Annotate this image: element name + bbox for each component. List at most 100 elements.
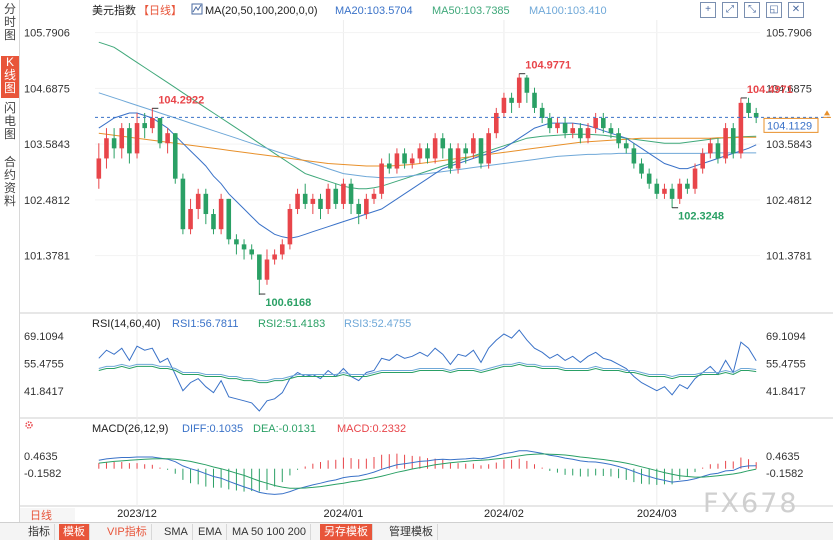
candle-down (203, 193, 209, 215)
zoom-out-icon[interactable]: ⤡ (744, 2, 760, 18)
side-tab-3[interactable]: 合约资料 (3, 155, 16, 208)
candle-up (692, 168, 698, 189)
candle-down (730, 128, 736, 154)
ma20-line (98, 112, 757, 239)
candle-down (623, 143, 629, 149)
indicator-settings-icon[interactable] (25, 421, 33, 429)
candle-up (295, 193, 300, 209)
candle-down (463, 148, 469, 154)
candle-down (157, 118, 163, 144)
side-tab-0[interactable]: 分时图 (3, 2, 16, 42)
bottom-btn-6[interactable]: 另存模板 (320, 524, 373, 540)
rsi-legend-1: RSI1:56.7811 (172, 318, 238, 330)
bottom-btn-2[interactable]: VIP指标 (103, 524, 152, 540)
side-tab-1[interactable]: K线图 (1, 56, 19, 98)
candle-up (364, 198, 369, 215)
candle-down (715, 143, 721, 159)
candle-up (409, 158, 415, 164)
candle-down (211, 214, 216, 230)
candle-up (501, 97, 507, 113)
macd-y-tick-left: -0.1582 (24, 468, 61, 480)
ma20-legend: MA20:103.5704 (335, 5, 413, 17)
candle-up (708, 143, 713, 154)
macd-legend-diff: DIFF:0.1035 (182, 423, 243, 435)
close-icon[interactable]: ✕ (788, 2, 804, 18)
cross-cursor-icon[interactable]: + (700, 2, 716, 18)
y-tick-left: 101.3781 (24, 251, 70, 263)
candle-up (264, 259, 270, 280)
candle-down (532, 92, 537, 108)
candle-up (555, 123, 560, 129)
candle-up (119, 128, 125, 149)
macd-y-tick-right: 0.4635 (766, 451, 800, 463)
fullscreen-icon[interactable]: ◱ (766, 2, 782, 18)
candle-down (226, 198, 232, 240)
candle-up (585, 128, 591, 139)
candle-down (333, 188, 339, 204)
candle-down (402, 153, 407, 164)
candle-down (539, 107, 545, 119)
period-box (20, 508, 75, 522)
zoom-in-icon[interactable]: ⤢ (722, 2, 738, 18)
bottom-btn-1[interactable]: 模板 (59, 524, 90, 540)
candle-up (494, 112, 499, 134)
ma50-line (98, 41, 757, 190)
candle-up (134, 123, 140, 154)
ma100-line (98, 92, 757, 179)
candle-down (601, 118, 606, 129)
candle-down (639, 163, 644, 174)
indicator-icon[interactable] (191, 3, 203, 15)
bottom-toolbar: 指标 模板 VIP指标 SMA EMA MA 50 100 200 另存模板 管理模板 (0, 522, 833, 540)
candle-up (188, 208, 193, 230)
side-tab-2[interactable]: 闪电图 (3, 101, 16, 141)
rsi-y-tick-right: 69.1094 (766, 331, 806, 343)
ma50-legend: MA50:103.7385 (432, 5, 510, 17)
bottom-btn-5[interactable]: MA 50 100 200 (228, 524, 312, 540)
candle-down (578, 128, 583, 139)
candle-up (471, 138, 476, 154)
candle-down (509, 97, 514, 103)
x-date-label: 2024/02 (484, 508, 524, 520)
candle-down (241, 244, 247, 250)
candle-up (325, 188, 331, 209)
macd-dea-line (98, 453, 757, 489)
candle-up (738, 102, 744, 154)
candle-up (104, 138, 109, 159)
y-tick-left: 102.4812 (24, 195, 70, 207)
current-price-label: 104.1129 (767, 120, 812, 132)
high-price-label: 104.9771 (525, 60, 571, 72)
candle-down (685, 183, 690, 189)
bottom-btn-3[interactable]: SMA (160, 524, 193, 540)
bottom-btn-0[interactable]: 指标 (24, 524, 55, 540)
candle-down (448, 148, 453, 169)
candle-up (486, 133, 491, 164)
bottom-btn-7[interactable]: 管理模板 (385, 524, 438, 540)
x-date-label: 2024/01 (324, 508, 364, 520)
candle-up (218, 198, 224, 230)
candle-down (616, 133, 621, 144)
candle-down (172, 133, 178, 179)
rsi-title: RSI(14,60,40) (92, 318, 160, 330)
candle-down (608, 128, 614, 134)
candle-down (356, 203, 361, 215)
candle-up (195, 193, 201, 209)
rsi1-line (98, 329, 757, 412)
candle-up (570, 128, 576, 134)
candle-up (677, 183, 683, 199)
y-tick-right: 102.4812 (766, 195, 812, 207)
current-price-box (763, 117, 819, 133)
chart-canvas[interactable]: 105.7906 105.7906 104.6875 104.6875 103.5843… (20, 0, 833, 522)
rsi3-line (98, 361, 757, 382)
macd-title: MACD(26,12,9) (92, 423, 168, 435)
y-tick-left: 105.7906 (24, 28, 70, 40)
candle-up (272, 254, 277, 260)
y-tick-left: 104.6875 (24, 83, 70, 95)
bottom-btn-4[interactable]: EMA (194, 524, 227, 540)
macd-y-tick-right: -0.1582 (766, 468, 803, 480)
candle-down (234, 239, 239, 245)
y-tick-right: 104.6875 (766, 83, 812, 95)
side-tab-bar: 分时图 K线图闪电图合约资料 (0, 0, 20, 522)
candle-down (524, 77, 530, 93)
price-arrow-icon (824, 110, 830, 116)
rsi2-line (98, 363, 757, 384)
